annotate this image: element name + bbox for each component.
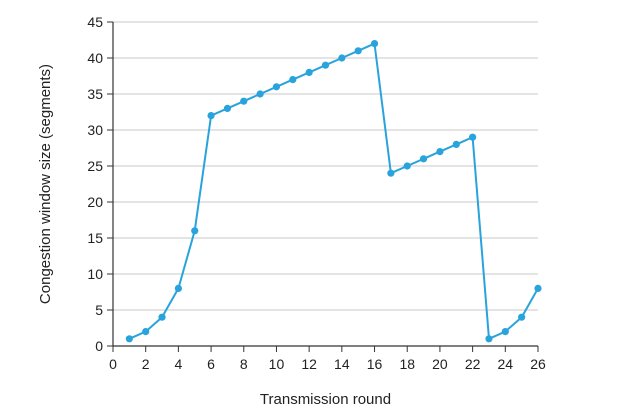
data-point <box>272 83 281 91</box>
data-point <box>125 335 133 343</box>
data-point <box>158 313 166 321</box>
data-point <box>501 328 509 336</box>
y-tick-labels: 0 5 10 15 20 25 30 35 40 45 <box>87 14 113 354</box>
data-point <box>436 148 444 156</box>
x-tick-label: 16 <box>367 356 383 372</box>
y-tick-label: 15 <box>87 230 103 246</box>
x-tick-label: 22 <box>465 356 481 372</box>
y-tick-label: 30 <box>87 122 103 138</box>
series-line <box>128 42 539 340</box>
data-point <box>305 68 313 76</box>
y-axis-title: Congestion window size (segments) <box>37 64 54 304</box>
y-tick-label: 20 <box>87 194 103 210</box>
x-tick-label: 14 <box>334 356 350 372</box>
data-point <box>207 112 215 120</box>
data-point <box>452 140 460 148</box>
x-tick-label: 10 <box>269 356 285 372</box>
x-tick-label: 26 <box>530 356 546 372</box>
data-point <box>174 284 182 292</box>
data-point <box>403 162 411 170</box>
data-point <box>534 284 542 292</box>
x-tick-label: 0 <box>109 356 117 372</box>
data-point <box>142 328 150 336</box>
y-tick-label: 5 <box>95 302 103 318</box>
x-tick-label: 8 <box>240 356 248 372</box>
y-tick-label: 45 <box>87 14 103 30</box>
data-point <box>419 155 428 163</box>
data-point <box>387 169 395 177</box>
data-point <box>485 335 493 343</box>
y-tick-label: 0 <box>95 338 103 354</box>
series-layer <box>125 40 542 343</box>
data-point <box>223 104 232 112</box>
data-point <box>191 227 199 235</box>
y-tick-label: 40 <box>87 50 103 66</box>
data-point <box>354 47 362 55</box>
data-point <box>240 97 248 105</box>
data-point <box>518 313 526 321</box>
x-tick-label: 4 <box>174 356 182 372</box>
x-tick-label: 6 <box>207 356 215 372</box>
x-tick-label: 24 <box>498 356 514 372</box>
data-point <box>321 61 330 69</box>
x-tick-label: 20 <box>432 356 448 372</box>
data-point <box>370 40 379 48</box>
y-tick-label: 35 <box>87 86 103 102</box>
data-point <box>469 133 477 141</box>
grid-lines <box>113 21 538 311</box>
x-tick-labels: 0 2 4 6 8 10 12 14 16 18 20 22 24 26 <box>109 346 546 372</box>
x-tick-label: 18 <box>399 356 415 372</box>
axes <box>112 22 538 347</box>
y-tick-label: 10 <box>87 266 103 282</box>
x-axis-title: Transmission round <box>260 391 391 406</box>
y-tick-label: 25 <box>87 158 103 174</box>
data-point <box>289 76 297 84</box>
x-tick-label: 2 <box>142 356 150 372</box>
data-point <box>338 54 346 62</box>
x-tick-label: 12 <box>301 356 317 372</box>
data-point <box>256 90 264 98</box>
